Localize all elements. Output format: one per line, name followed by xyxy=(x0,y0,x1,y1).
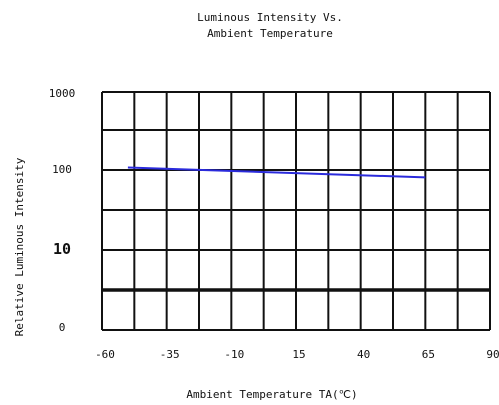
y-tick-label: 0 xyxy=(59,321,66,334)
data-series xyxy=(127,166,426,179)
y-tick-label: 1000 xyxy=(49,87,76,100)
y-tick-label: 100 xyxy=(52,163,72,176)
chart-title-line-1: Luminous Intensity Vs. xyxy=(197,11,343,24)
x-tick-label: -35 xyxy=(160,348,180,361)
plot-grid xyxy=(101,91,491,331)
y-tick-label: 10 xyxy=(53,240,71,258)
x-tick-label: 65 xyxy=(422,348,435,361)
x-axis-label: Ambient Temperature TA(℃) xyxy=(186,388,357,401)
x-tick-label: 15 xyxy=(292,348,305,361)
chart-title-line-2: Ambient Temperature xyxy=(207,27,333,40)
x-tick-label: -60 xyxy=(95,348,115,361)
x-tick-labels: -60 -35 -10 15 40 65 90 xyxy=(95,348,499,361)
y-axis-label: Relative Luminous Intensity xyxy=(13,157,26,336)
series-line xyxy=(127,166,426,179)
x-tick-label: 40 xyxy=(357,348,370,361)
x-tick-label: -10 xyxy=(224,348,244,361)
x-tick-label: 90 xyxy=(486,348,499,361)
